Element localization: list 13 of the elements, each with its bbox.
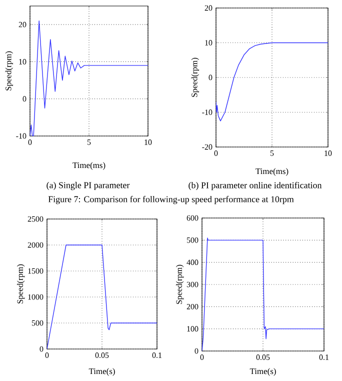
line-series — [47, 244, 157, 349]
line-series — [202, 238, 324, 351]
y-axis-title: Speed(rpm) — [176, 264, 184, 304]
text: (b) PI parameter online identification — [188, 182, 322, 190]
text: (a) Single PI parameter — [46, 182, 130, 190]
x-axis-title: Time(ms) — [72, 162, 106, 170]
x-axis-title: Time(s) — [88, 368, 115, 376]
caption: Figure 7: Comparison for following-up speed performance at 10rpm — [48, 196, 294, 204]
y-axis-title: Speed(rpm) — [191, 58, 199, 97]
x-axis-title: Time(s) — [250, 368, 276, 376]
y-axis-title: Speed(rpm) — [17, 264, 25, 304]
y-axis-title: Speed(rpm) — [5, 51, 13, 90]
x-axis-title: Time(ms) — [256, 168, 288, 176]
